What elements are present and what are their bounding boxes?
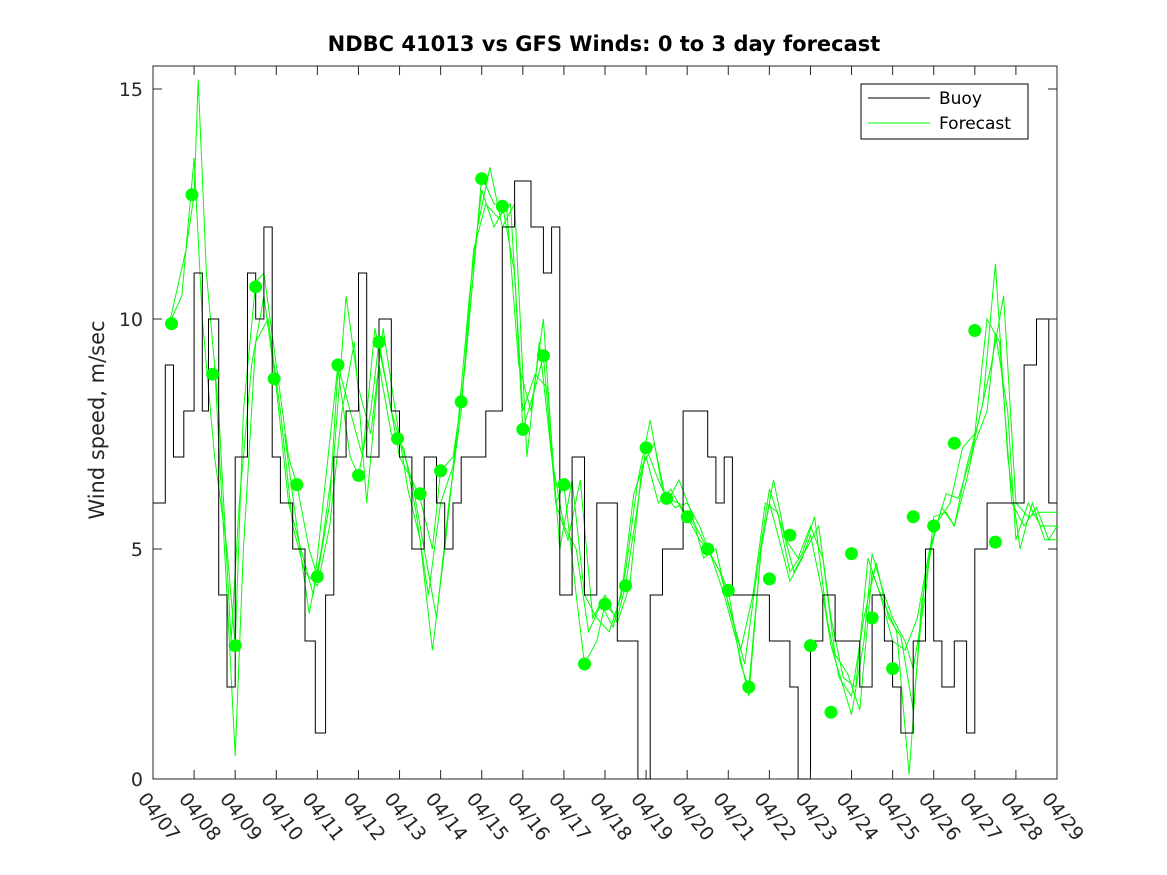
forecast-marker: [475, 172, 489, 186]
forecast-marker: [639, 441, 653, 455]
forecast-marker: [206, 367, 220, 381]
forecast-marker: [165, 317, 178, 331]
forecast-marker: [783, 528, 797, 542]
forecast-marker: [516, 422, 530, 436]
forecast-marker: [845, 547, 858, 561]
forecast-marker: [249, 280, 263, 294]
forecast-marker: [372, 335, 386, 349]
forecast-marker: [352, 468, 365, 482]
legend-box: [860, 83, 1029, 140]
legend-buoy-label: Buoy: [939, 89, 982, 109]
forecast-marker: [598, 597, 612, 611]
forecast-marker: [865, 611, 879, 625]
forecast-marker: [434, 464, 448, 478]
legend-forecast-label: Forecast: [939, 114, 1011, 134]
forecast-series-line: [168, 157, 1057, 715]
y-ticks: 0 5 10 15: [119, 79, 1057, 791]
forecast-marker: [619, 579, 632, 593]
forecast-marker: [762, 572, 776, 586]
forecast-marker: [290, 478, 304, 492]
forecast-marker: [968, 324, 982, 337]
forecast-marker: [824, 705, 838, 719]
axes-box: [152, 65, 1058, 780]
forecast-marker: [886, 662, 900, 676]
y-tick-label: 15: [119, 79, 143, 101]
forecast-marker: [906, 510, 920, 524]
forecast-series-line: [284, 190, 1058, 711]
forecast-marker: [660, 491, 674, 505]
forecast-marker: [680, 510, 694, 524]
forecast-marker: [536, 349, 550, 363]
forecast-marker: [391, 432, 404, 446]
forecast-markers: [165, 172, 1002, 719]
chart-title: NDBC 41013 vs GFS Winds: 0 to 3 day fore…: [328, 32, 881, 56]
forecast-marker: [701, 542, 715, 556]
forecast-marker: [267, 372, 281, 386]
forecast-marker: [413, 487, 427, 501]
forecast-marker: [228, 639, 242, 653]
forecast-marker: [927, 519, 941, 533]
forecast-marker: [185, 188, 199, 202]
y-axis-label: Wind speed, m/sec: [85, 320, 109, 519]
forecast-marker: [721, 583, 735, 597]
forecast-lines: [168, 79, 1058, 775]
forecast-marker: [454, 395, 468, 409]
forecast-marker: [557, 478, 571, 492]
y-tick-label: 5: [131, 539, 143, 561]
legend: Buoy Forecast: [860, 83, 1029, 140]
buoy-series-line: [153, 180, 1057, 780]
forecast-marker: [988, 535, 1002, 549]
forecast-marker: [310, 570, 324, 584]
buoy-line: [153, 180, 1057, 780]
forecast-marker: [742, 680, 756, 694]
y-tick-label: 10: [119, 309, 143, 331]
y-tick-label: 0: [131, 769, 143, 791]
forecast-marker: [331, 358, 345, 372]
forecast-marker: [495, 199, 509, 213]
forecast-marker: [578, 657, 591, 671]
forecast-marker: [804, 639, 817, 653]
forecast-marker: [947, 436, 961, 450]
